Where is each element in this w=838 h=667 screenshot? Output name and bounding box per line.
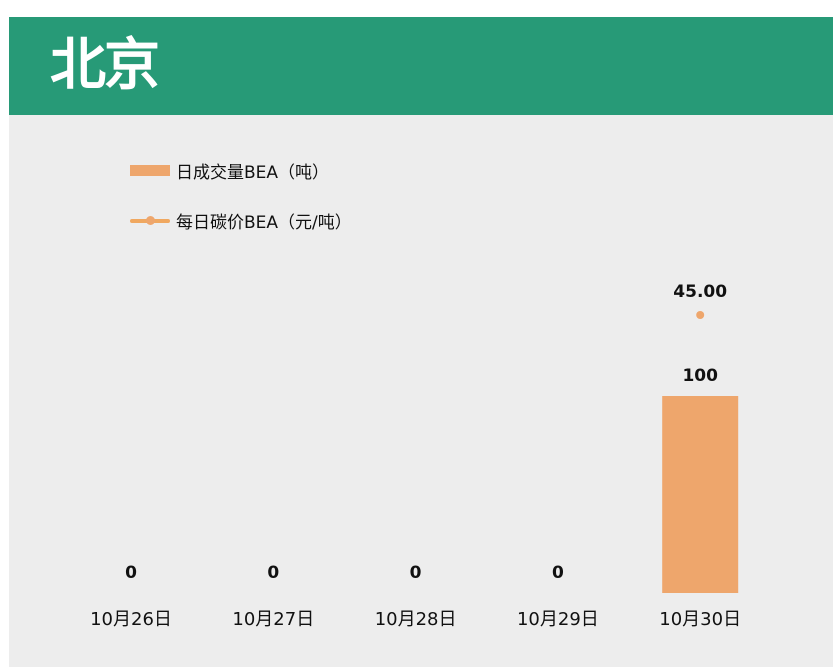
x-tick-label: 10月28日 <box>375 609 457 630</box>
bar-data-label: 0 <box>410 563 422 583</box>
x-tick-label: 10月30日 <box>659 609 741 630</box>
bar <box>662 396 739 593</box>
bar-data-label: 0 <box>267 563 279 583</box>
legend-item-price: 每日碳价BEA（元/吨） <box>130 208 352 233</box>
bar-data-label: 100 <box>682 366 718 386</box>
x-tick-label: 10月26日 <box>90 609 172 630</box>
x-tick-label: 10月29日 <box>517 609 599 630</box>
legend-bar-swatch <box>130 165 170 176</box>
legend-line-swatch <box>130 215 170 225</box>
x-tick-label: 10月27日 <box>232 609 314 630</box>
line-data-label: 45.00 <box>673 282 727 302</box>
page-title: 北京 <box>50 33 160 98</box>
bar-data-label: 0 <box>552 563 564 583</box>
bar-data-label: 0 <box>125 563 137 583</box>
legend-item-volume: 日成交量BEA（吨） <box>130 158 329 183</box>
header-banner: 北京 <box>9 17 833 115</box>
legend-label: 每日碳价BEA（元/吨） <box>176 213 352 233</box>
line-point <box>696 311 705 319</box>
legend-label: 日成交量BEA（吨） <box>176 163 330 183</box>
